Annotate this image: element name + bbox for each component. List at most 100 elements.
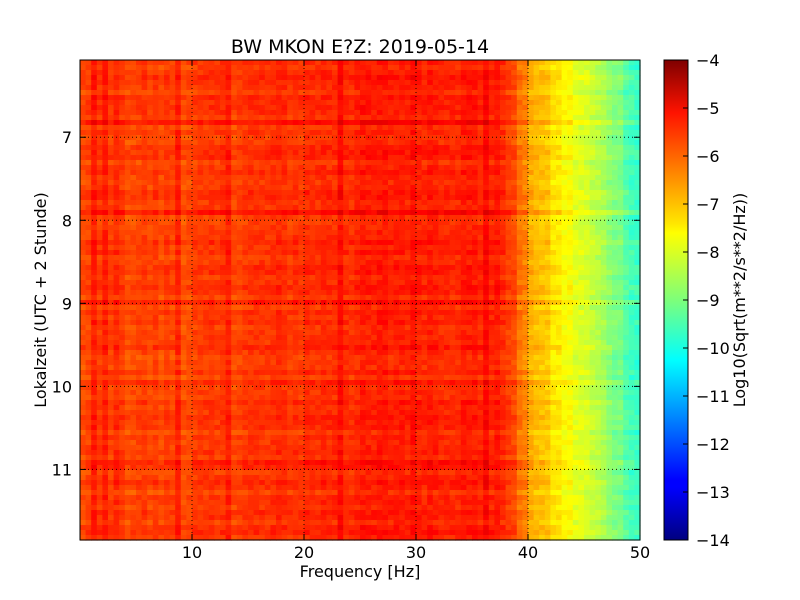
heatmap-cell — [91, 200, 98, 206]
heatmap-cell — [281, 150, 288, 156]
heatmap-cell — [595, 260, 602, 266]
heatmap-cell — [108, 155, 115, 161]
heatmap-cell — [561, 180, 568, 186]
heatmap-cell — [180, 200, 187, 206]
heatmap-cell — [522, 270, 529, 276]
heatmap-cell — [528, 245, 535, 251]
heatmap-cell — [572, 300, 579, 306]
heatmap-cell — [119, 295, 126, 301]
heatmap-cell — [488, 165, 495, 171]
heatmap-cell — [617, 150, 624, 156]
heatmap-cell — [612, 130, 619, 136]
heatmap-cell — [500, 185, 507, 191]
heatmap-cell — [399, 260, 406, 266]
heatmap-cell — [477, 175, 484, 181]
heatmap-cell — [124, 70, 131, 76]
heatmap-cell — [556, 70, 563, 76]
heatmap-cell — [488, 200, 495, 206]
heatmap-cell — [337, 115, 344, 121]
heatmap-cell — [276, 80, 283, 86]
heatmap-cell — [472, 70, 479, 76]
heatmap-cell — [259, 80, 266, 86]
heatmap-cell — [595, 210, 602, 216]
heatmap-cell — [169, 215, 176, 221]
heatmap-cell — [158, 65, 165, 71]
heatmap-cell — [399, 80, 406, 86]
heatmap-cell — [606, 110, 613, 116]
heatmap-cell — [589, 180, 596, 186]
heatmap-cell — [404, 70, 411, 76]
heatmap-cell — [180, 195, 187, 201]
heatmap-cell — [164, 210, 171, 216]
heatmap-cell — [337, 175, 344, 181]
heatmap-cell — [348, 265, 355, 271]
heatmap-cell — [382, 150, 389, 156]
heatmap-cell — [472, 75, 479, 81]
heatmap-cell — [354, 290, 361, 296]
heatmap-cell — [180, 255, 187, 261]
heatmap-cell — [572, 220, 579, 226]
heatmap-cell — [505, 135, 512, 141]
heatmap-cell — [119, 170, 126, 176]
heatmap-cell — [141, 75, 148, 81]
heatmap-cell — [337, 240, 344, 246]
heatmap-cell — [617, 230, 624, 236]
heatmap-cell — [544, 265, 551, 271]
heatmap-cell — [186, 290, 193, 296]
heatmap-cell — [320, 255, 327, 261]
heatmap-cell — [236, 215, 243, 221]
heatmap-cell — [528, 260, 535, 266]
heatmap-cell — [309, 125, 316, 131]
heatmap-cell — [281, 225, 288, 231]
heatmap-cell — [606, 225, 613, 231]
heatmap-cell — [141, 180, 148, 186]
heatmap-cell — [287, 135, 294, 141]
heatmap-cell — [365, 200, 372, 206]
heatmap-cell — [276, 105, 283, 111]
heatmap-cell — [600, 60, 607, 66]
heatmap-cell — [556, 250, 563, 256]
heatmap-cell — [539, 255, 546, 261]
heatmap-cell — [220, 145, 227, 151]
heatmap-cell — [578, 215, 585, 221]
heatmap-cell — [220, 75, 227, 81]
heatmap-cell — [276, 135, 283, 141]
heatmap-cell — [528, 220, 535, 226]
heatmap-cell — [438, 65, 445, 71]
heatmap-cell — [438, 130, 445, 136]
heatmap-cell — [432, 175, 439, 181]
heatmap-cell — [270, 250, 277, 256]
heatmap-cell — [634, 200, 641, 206]
heatmap-cell — [164, 135, 171, 141]
heatmap-cell — [376, 180, 383, 186]
heatmap-cell — [360, 235, 367, 241]
heatmap-cell — [455, 265, 462, 271]
heatmap-cell — [203, 65, 210, 71]
heatmap-cell — [102, 265, 109, 271]
heatmap-cell — [315, 110, 322, 116]
heatmap-cell — [628, 60, 635, 66]
heatmap-cell — [225, 140, 232, 146]
heatmap-cell — [595, 175, 602, 181]
heatmap-cell — [477, 195, 484, 201]
heatmap-cell — [208, 75, 215, 81]
heatmap-cell — [561, 260, 568, 266]
heatmap-cell — [197, 160, 204, 166]
heatmap-cell — [152, 295, 159, 301]
heatmap-cell — [192, 200, 199, 206]
heatmap-cell — [466, 70, 473, 76]
heatmap-cell — [628, 155, 635, 161]
heatmap-cell — [488, 195, 495, 201]
heatmap-cell — [488, 270, 495, 276]
heatmap-cell — [108, 220, 115, 226]
heatmap-cell — [130, 215, 137, 221]
heatmap-cell — [96, 145, 103, 151]
heatmap-cell — [511, 290, 518, 296]
heatmap-cell — [315, 260, 322, 266]
heatmap-cell — [270, 270, 277, 276]
heatmap-cell — [141, 195, 148, 201]
heatmap-cell — [320, 230, 327, 236]
heatmap-cell — [505, 255, 512, 261]
heatmap-cell — [477, 65, 484, 71]
heatmap-cell — [444, 155, 451, 161]
